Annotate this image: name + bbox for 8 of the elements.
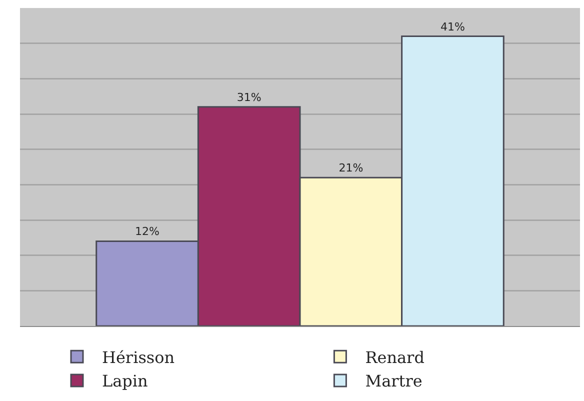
legend-label: Lapin <box>102 372 148 391</box>
legend-label: Hérisson <box>102 348 175 367</box>
data-label: 41% <box>440 20 465 34</box>
data-label: 21% <box>338 162 364 175</box>
data-label: 12% <box>135 225 160 238</box>
legend-label: Renard <box>365 348 424 367</box>
legend-label: Martre <box>365 372 422 391</box>
data-label: 31% <box>236 90 262 104</box>
